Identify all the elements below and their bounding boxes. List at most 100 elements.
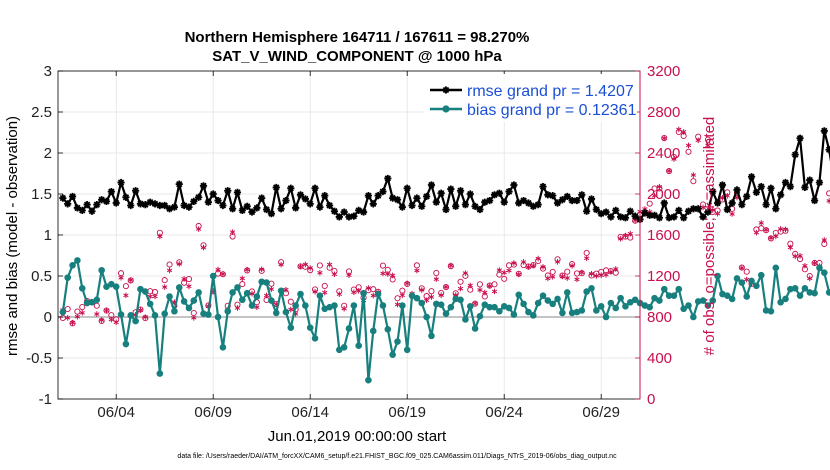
obs-assimilated-point [559,273,566,280]
rmse-point-core [565,194,570,199]
rmse-point-core [492,193,497,197]
legend-rmse-burst [442,86,450,94]
bias-point [200,310,207,318]
rmse-point-core [201,184,206,188]
rmse-point-core [541,184,545,189]
bias-point [627,298,634,306]
bias-point [258,278,266,286]
rmse-point [675,206,683,214]
rmse-point [621,214,630,222]
rmse-point-core [366,193,371,198]
rmse-point [442,205,450,214]
rmse-point [389,194,397,202]
bias-point [738,279,746,286]
bias-point [127,312,135,319]
rmse-point-core [817,180,822,185]
bias-point [772,264,780,272]
rmse-point-core [313,186,317,191]
rmse-point-core [730,201,734,205]
rmse-point [684,207,693,215]
rmse-point-core [453,204,458,209]
bias-point [224,307,232,315]
rmse-point-core [279,206,283,211]
obs-assimilated-point [588,270,595,277]
rmse-point-core [356,208,361,213]
bias-point [568,309,576,317]
rmse-point [267,210,275,218]
bias-point [209,272,217,280]
obs-assimilated-point [482,289,488,296]
rmse-point-core [555,201,560,205]
obs-assimilated-point [438,292,444,298]
obs-assimilated-point [797,253,803,259]
obs-assimilated-point [229,229,236,235]
rmse-point-core [225,188,230,193]
rmse-point [88,207,96,215]
rmse-point [694,205,702,213]
bias-point [554,295,561,303]
rmse-point-core [531,204,536,209]
obs-possible-point [690,178,697,185]
rmse-point [209,190,217,198]
rmse-point [102,197,111,205]
rmse-point-core [85,202,89,207]
right-y-axis: 0 400 800 1200 1600 2000 2400 2800 3200 [635,63,680,408]
rmse-point [529,202,537,210]
rmse-point-core [599,211,603,216]
rmse-point [515,199,523,207]
left-axis-label: rmse and bias (model - observation) [4,116,21,356]
obs-assimilated-point [278,261,284,268]
rmse-point [219,201,227,210]
right-tick-label: 0 [647,391,655,408]
rmse-series [59,127,830,224]
rmse-point-core [298,193,303,197]
bias-point [714,272,721,280]
bias-point [311,335,319,342]
rmse-point-core [696,206,700,211]
obs-possible-point [685,148,692,155]
rmse-point [641,209,649,217]
obs-assimilated-point [336,291,342,297]
obs-assimilated-point [385,271,391,277]
rmse-point [224,187,232,195]
obs-assimilated-point [351,289,357,296]
rmse-point [408,201,416,210]
rmse-point-core [177,182,182,186]
rmse-point [709,187,717,196]
bias-point [825,289,830,296]
bias-point [132,317,139,325]
rmse-point [607,213,615,221]
rmse-point [112,199,120,207]
rmse-point-core [259,196,264,200]
bias-point [821,269,828,277]
obs-assimilated-point [123,292,129,299]
rmse-point [714,199,722,207]
obs-assimilated-point [380,270,386,277]
bias-point [180,298,188,305]
rmse-point-core [594,207,599,212]
bias-point [530,312,537,319]
obs-possible-point [79,304,86,311]
rmse-point-core [744,194,749,199]
obs-possible-point [287,298,294,305]
rmse-point [64,200,72,208]
left-y-axis: -1 -0.5 0 0.5 1 1.5 2 2.5 3 [26,63,63,408]
bias-point [78,285,86,292]
obs-assimilated-point [341,305,347,312]
rmse-point-core [715,201,720,205]
bias-point [403,346,411,354]
right-tick-label: 800 [647,309,672,326]
obs-assimilated-point [554,259,561,265]
obs-assimilated-point [191,315,197,321]
rmse-point [427,181,436,189]
rmse-point [248,208,256,216]
rmse-point-core [240,208,245,213]
rmse-point-core [633,214,637,218]
bias-point [219,344,227,351]
bias-point [782,295,789,303]
bias-point [757,271,765,279]
bias-point [379,302,387,309]
rmse-point-core [589,197,594,201]
bias-point [413,294,421,302]
rmse-point-core [148,200,152,204]
